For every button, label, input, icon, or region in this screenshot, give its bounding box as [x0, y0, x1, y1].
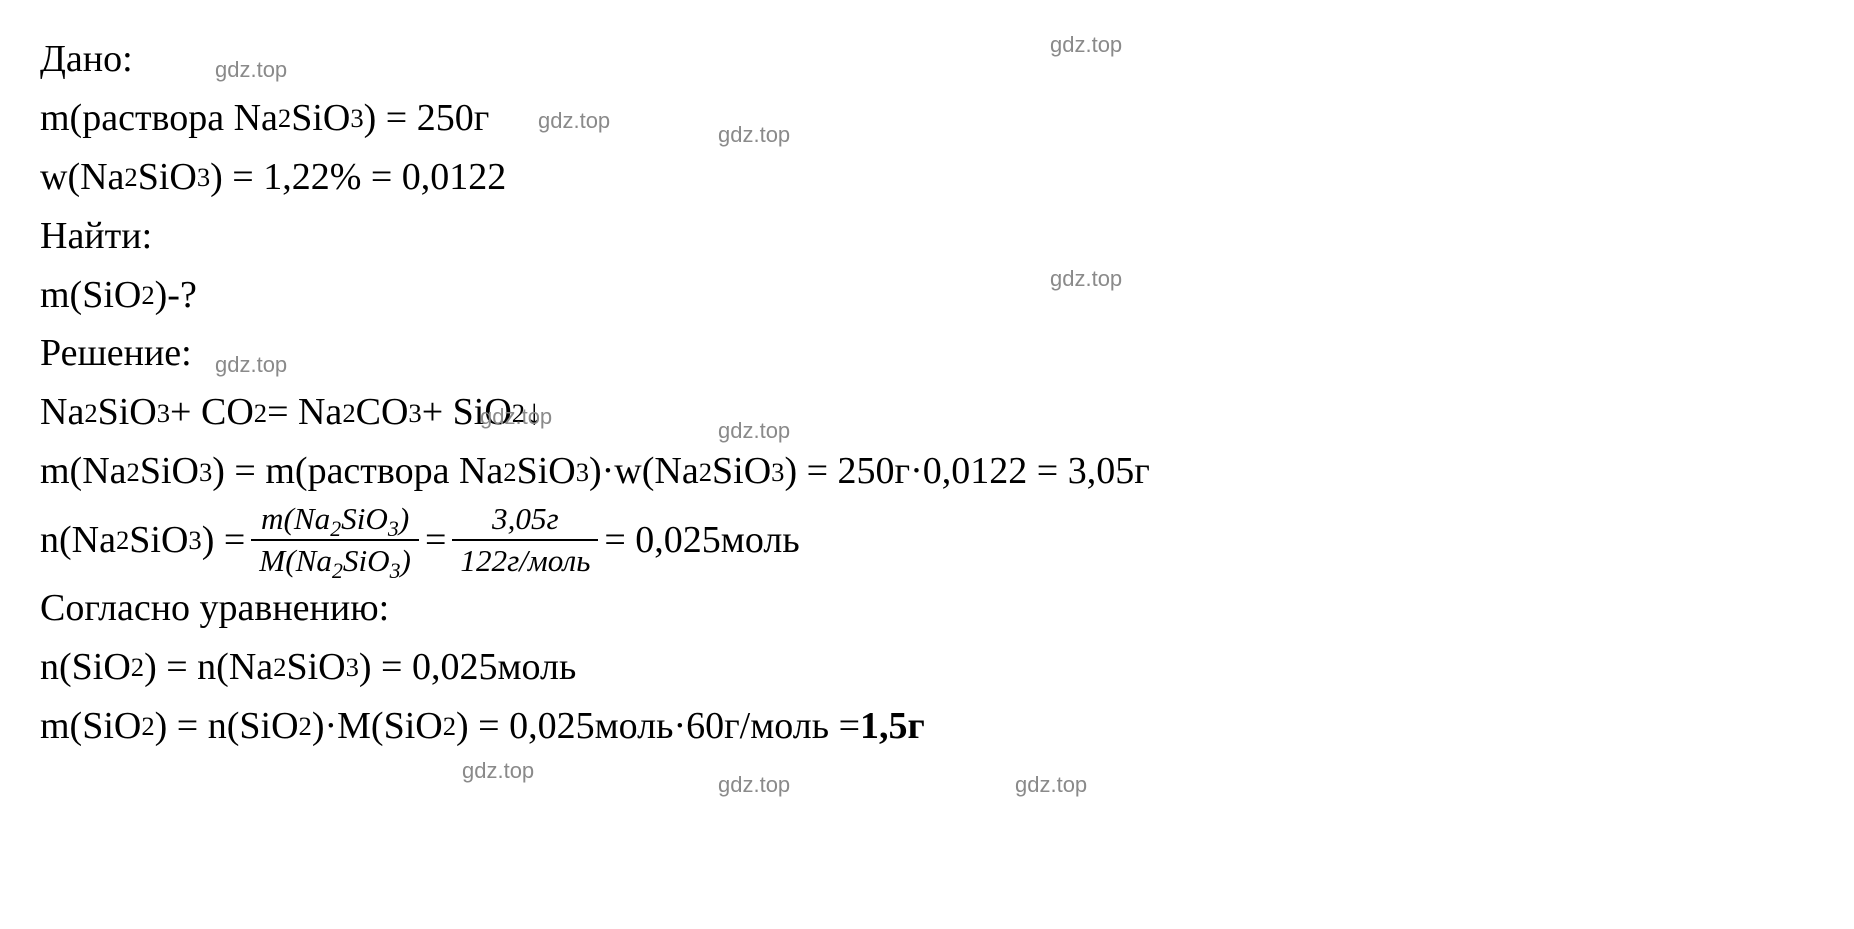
- result-value: 1,5г: [860, 697, 925, 756]
- text: + SiO: [422, 383, 512, 442]
- text: Согласно уравнению:: [40, 579, 389, 638]
- text: )·M(SiO: [312, 697, 443, 756]
- line-find-header: Найти:: [40, 207, 1814, 266]
- line-solution-header: Решение:: [40, 324, 1814, 383]
- fraction-denominator: M(Na2SiO3): [251, 539, 419, 579]
- line-final-answer: m(SiO2) = n(SiO2)·M(SiO2) = 0,025моль·60…: [40, 697, 1814, 756]
- text: ) = n(SiO: [155, 697, 299, 756]
- text: n(SiO: [40, 638, 131, 697]
- text: )-?: [155, 266, 197, 325]
- text: ) = n(Na: [144, 638, 273, 697]
- text: SiO: [140, 442, 199, 501]
- text: SiO: [286, 638, 345, 697]
- text: ) =: [202, 511, 246, 570]
- line-equation: Na2SiO3 + CO2 = Na2CO3 + SiO2↓: [40, 383, 1814, 442]
- text-solution: Решение:: [40, 324, 192, 383]
- fraction-numerator: 3,05г: [484, 501, 567, 539]
- text: ) = 1,22% = 0,0122: [210, 148, 506, 207]
- text: m(SiO: [40, 266, 141, 325]
- text: =: [425, 511, 446, 570]
- text: ) = 0,025моль·60г/моль =: [456, 697, 860, 756]
- text: SiO: [129, 511, 188, 570]
- text: ) = 0,025моль: [359, 638, 576, 697]
- line-according-to: Согласно уравнению:: [40, 579, 1814, 638]
- text: SiO: [138, 148, 197, 207]
- text: n(Na: [40, 511, 116, 570]
- text-find: Найти:: [40, 207, 152, 266]
- line-moles-equal: n(SiO2) = n(Na2SiO3) = 0,025моль: [40, 638, 1814, 697]
- line-mass-calc: m(Na2SiO3) = m(раствора Na2SiO3)·w(Na2Si…: [40, 442, 1814, 501]
- line-given-header: Дано:: [40, 30, 1814, 89]
- text: m(раствора Na: [40, 89, 278, 148]
- text: m(SiO: [40, 697, 141, 756]
- fraction-mass-over-molar: m(Na2SiO3) M(Na2SiO3): [251, 501, 419, 579]
- document-content: Дано: m(раствора Na2SiO3) = 250г w(Na2Si…: [40, 30, 1814, 755]
- text: SiO: [98, 383, 157, 442]
- line-find-target: m(SiO2)-?: [40, 266, 1814, 325]
- text: = Na: [267, 383, 342, 442]
- text: Na: [40, 383, 84, 442]
- text-given: Дано:: [40, 30, 133, 89]
- fraction-denominator: 122г/моль: [452, 539, 598, 579]
- line-mass-fraction: w(Na2SiO3) = 1,22% = 0,0122: [40, 148, 1814, 207]
- text: ) = 250г: [364, 89, 490, 148]
- precipitate-arrow-icon: ↓: [525, 385, 543, 441]
- fraction-numerator: m(Na2SiO3): [253, 501, 417, 539]
- text: m(Na: [40, 442, 127, 501]
- text: SiO: [712, 442, 771, 501]
- text: w(Na: [40, 148, 124, 207]
- line-mass-solution: m(раствора Na2SiO3) = 250г: [40, 89, 1814, 148]
- fraction-numeric: 3,05г 122г/моль: [452, 501, 598, 579]
- watermark-text: gdz.top: [1015, 768, 1087, 802]
- text: )·w(Na: [589, 442, 699, 501]
- text: CO: [356, 383, 409, 442]
- text: = 0,025моль: [604, 511, 799, 570]
- text: ) = 250г·0,0122 = 3,05г: [784, 442, 1149, 501]
- watermark-text: gdz.top: [462, 754, 534, 788]
- watermark-text: gdz.top: [718, 768, 790, 802]
- text: SiO: [291, 89, 350, 148]
- text: SiO: [517, 442, 576, 501]
- text: ) = m(раствора Na: [212, 442, 503, 501]
- text: + CO: [170, 383, 254, 442]
- line-moles-calc: n(Na2SiO3) = m(Na2SiO3) M(Na2SiO3) = 3,0…: [40, 501, 1814, 579]
